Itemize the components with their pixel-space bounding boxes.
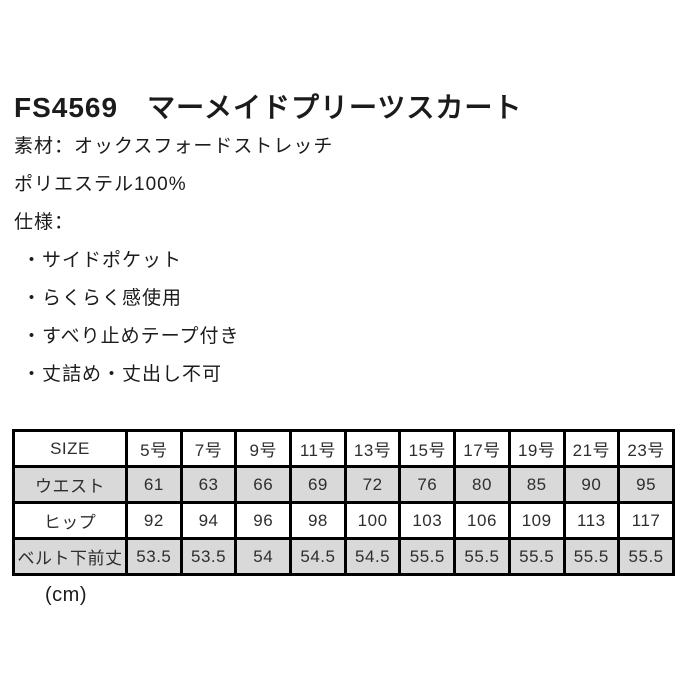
measurement-value-cell: 76	[398, 465, 457, 504]
measurement-value-cell: 69	[289, 465, 347, 504]
feature-list: ・サイドポケット ・らくらく感使用・すべり止めテープ付き ・丈詰め・丈出し不可	[14, 250, 700, 385]
measurement-label: ヒップ	[12, 501, 128, 540]
product-info-block: FS4569 マーメイドプリーツスカート 素材：オックスフォードストレッチ ポリ…	[14, 92, 700, 385]
measurement-value-cell: 66	[234, 465, 293, 504]
size-table-row: ベルト下前丈 53.5 53.5 54 54.5 54.5 55.5 55.5 55.5 55.5…	[12, 537, 675, 576]
product-title: FS4569 マーメイドプリーツスカート	[14, 92, 523, 123]
measurement-value-cell: 54	[234, 537, 293, 576]
size-header-cell: 17号	[453, 429, 511, 468]
size-table: SIZE 5号 7号 9号 11号 13号 15号 17号 19号 21号 23号 ウエスト 61 63…	[12, 429, 675, 576]
measurement-value-cell: 109	[507, 501, 566, 540]
feature-item: ・らくらく感使用	[22, 288, 183, 309]
measurement-value-cell: 55.5	[453, 537, 511, 576]
measurement-label: ウエスト	[12, 465, 128, 504]
size-header-cell: 13号	[343, 429, 402, 468]
measurement-value-cell: 55.5	[507, 537, 566, 576]
measurement-value-cell: 113	[562, 501, 621, 540]
measurement-value-cell: 80	[453, 465, 511, 504]
measurement-value-cell: 96	[234, 501, 293, 540]
size-column-header: SIZE	[12, 429, 128, 468]
size-header-cell: 21号	[562, 429, 621, 468]
measurement-value-cell: 72	[343, 465, 402, 504]
measurement-value-cell: 63	[179, 465, 238, 504]
size-header-cell: 9号	[234, 429, 293, 468]
measurement-value-cell: 55.5	[562, 537, 621, 576]
measurement-value-cell: 100	[343, 501, 402, 540]
measurement-value-cell: 98	[289, 501, 347, 540]
size-header-cell: 23号	[617, 429, 675, 468]
size-header-cell: 5号	[125, 429, 183, 468]
measurement-value-cell: 55.5	[398, 537, 457, 576]
unit-note: (cm)	[45, 584, 87, 606]
measurement-value-cell: 92	[125, 501, 183, 540]
material-line: 素材：オックスフォードストレッチ	[14, 136, 334, 157]
measurement-value-cell: 90	[562, 465, 621, 504]
measurement-value-cell: 53.5	[179, 537, 238, 576]
size-header-cell: 11号	[289, 429, 347, 468]
measurement-value-cell: 54.5	[289, 537, 347, 576]
measurement-value-cell: 103	[398, 501, 457, 540]
feature-item: ・すべり止めテープ付き	[22, 326, 240, 347]
spec-heading: 仕様：	[14, 212, 75, 233]
size-header-row: SIZE 5号 7号 9号 11号 13号 15号 17号 19号 21号 23号	[12, 429, 675, 468]
feature-item: ・丈詰め・丈出し不可	[22, 364, 223, 385]
feature-item: ・サイドポケット	[22, 250, 183, 271]
size-header-cell: 15号	[398, 429, 457, 468]
measurement-value-cell: 53.5	[125, 537, 183, 576]
measurement-value-cell: 106	[453, 501, 511, 540]
measurement-value-cell: 117	[617, 501, 675, 540]
composition-line: ポリエステル100%	[14, 174, 187, 195]
size-table-body: ウエスト 61 63 66 69 72 76 80 85 90 95 ヒップ 92 94 96 98 100 10…	[12, 465, 675, 576]
size-table-head: SIZE 5号 7号 9号 11号 13号 15号 17号 19号 21号 23号	[12, 429, 675, 468]
measurement-value-cell: 94	[179, 501, 238, 540]
measurement-value-cell: 55.5	[617, 537, 675, 576]
measurement-value-cell: 54.5	[343, 537, 402, 576]
size-header-cell: 19号	[507, 429, 566, 468]
measurement-label: ベルト下前丈	[12, 537, 128, 576]
measurement-value-cell: 95	[617, 465, 675, 504]
size-table-row: ヒップ 92 94 96 98 100 103 106 109 113 117	[12, 501, 675, 540]
measurement-value-cell: 61	[125, 465, 183, 504]
size-header-cell: 7号	[179, 429, 238, 468]
size-table-row: ウエスト 61 63 66 69 72 76 80 85 90 95	[12, 465, 675, 504]
measurement-value-cell: 85	[507, 465, 566, 504]
